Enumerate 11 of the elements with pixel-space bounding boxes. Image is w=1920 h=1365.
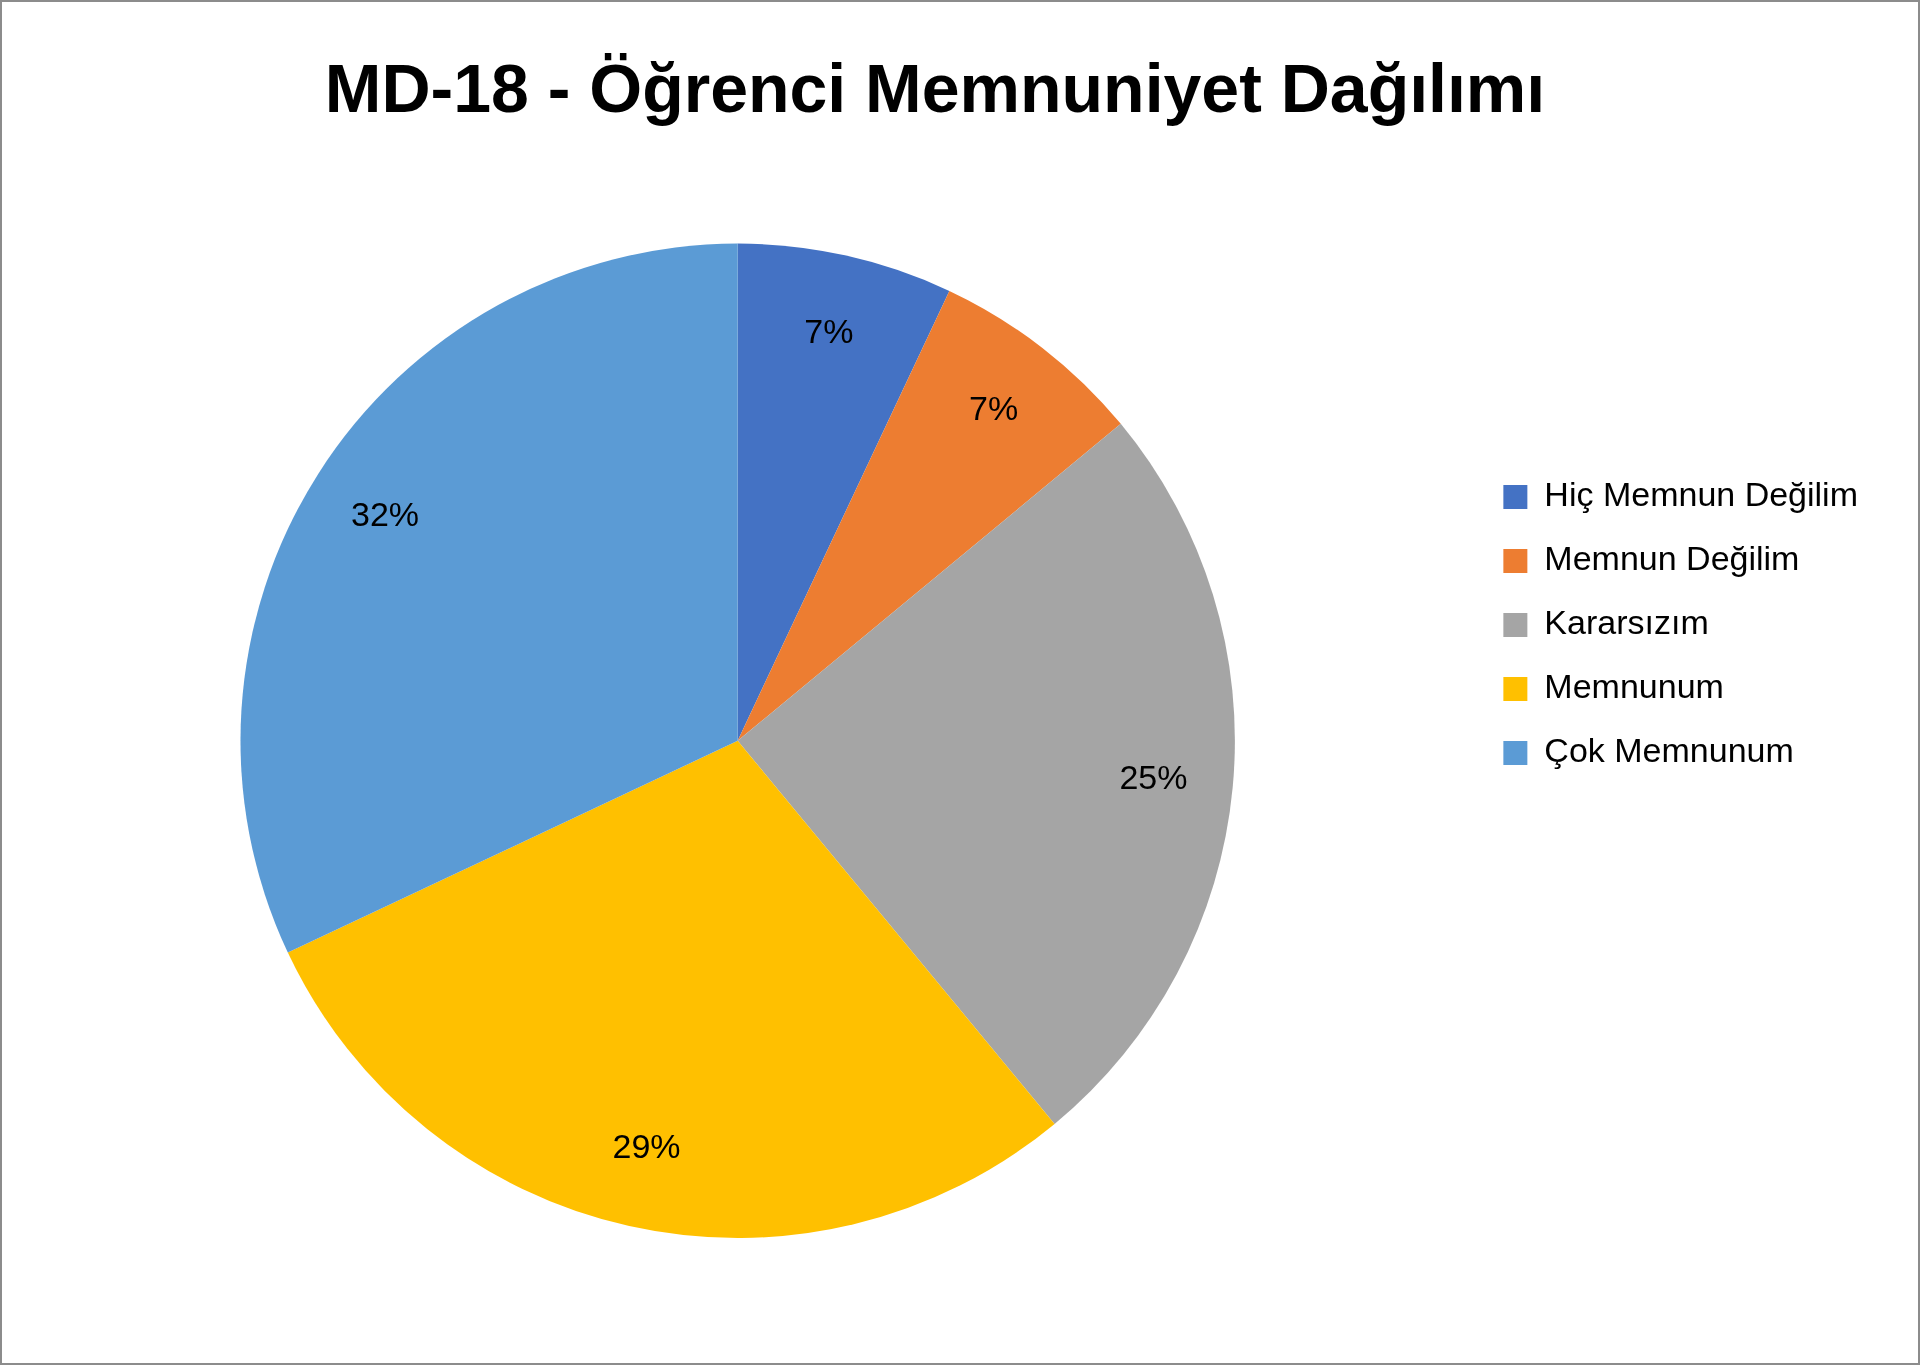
- data-label: 7%: [804, 311, 854, 350]
- data-label: 25%: [1119, 758, 1188, 797]
- data-label: 32%: [351, 495, 420, 534]
- chart-title: MD-18 - Öğrenci Memnuniyet Dağılımı: [324, 49, 1546, 126]
- data-label: 7%: [969, 389, 1019, 428]
- legend-label: Memnunum: [1544, 667, 1724, 706]
- legend-label: Hiç Memnun Değilim: [1544, 475, 1858, 514]
- legend-label: Kararsızım: [1544, 603, 1709, 642]
- legend-label: Memnun Değilim: [1544, 539, 1800, 578]
- legend-label: Çok Memnunum: [1544, 731, 1794, 770]
- data-label: 29%: [612, 1126, 681, 1165]
